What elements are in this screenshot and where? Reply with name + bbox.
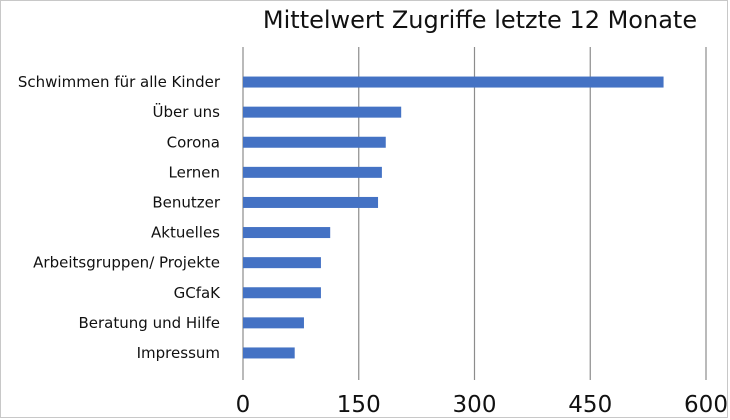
bars xyxy=(243,76,664,359)
x-tick-labels: 0 150 300 450 600 xyxy=(236,392,728,418)
category-label: Corona xyxy=(167,133,220,151)
bar xyxy=(243,317,304,329)
bar xyxy=(243,166,382,178)
bar xyxy=(243,257,321,269)
bar xyxy=(243,76,664,88)
x-tick-label: 150 xyxy=(337,392,381,418)
bar xyxy=(243,347,295,359)
bar xyxy=(243,227,331,239)
category-label: GCfaK xyxy=(174,284,222,302)
category-labels: Schwimmen für alle Kinder Über uns Corona L… xyxy=(18,73,221,362)
category-label: Über uns xyxy=(153,102,221,121)
category-label: Aktuelles xyxy=(151,224,220,242)
bar xyxy=(243,196,379,208)
x-tick-label: 300 xyxy=(453,392,497,418)
category-label: Benutzer xyxy=(152,193,221,211)
category-label: Lernen xyxy=(169,163,220,181)
bar xyxy=(243,287,321,299)
bar xyxy=(243,136,386,148)
category-label: Beratung und Hilfe xyxy=(79,314,221,332)
category-label: Schwimmen für alle Kinder xyxy=(18,73,221,91)
x-tick-label: 0 xyxy=(236,392,251,418)
category-label: Arbeitsgruppen/ Projekte xyxy=(33,254,220,272)
chart-title: Mittelwert Zugriffe letzte 12 Monate xyxy=(262,6,698,34)
x-tick-label: 450 xyxy=(568,392,612,418)
x-tick-label: 600 xyxy=(684,392,728,418)
gridlines xyxy=(242,47,707,380)
bar xyxy=(243,106,402,118)
category-label: Impressum xyxy=(137,344,220,362)
